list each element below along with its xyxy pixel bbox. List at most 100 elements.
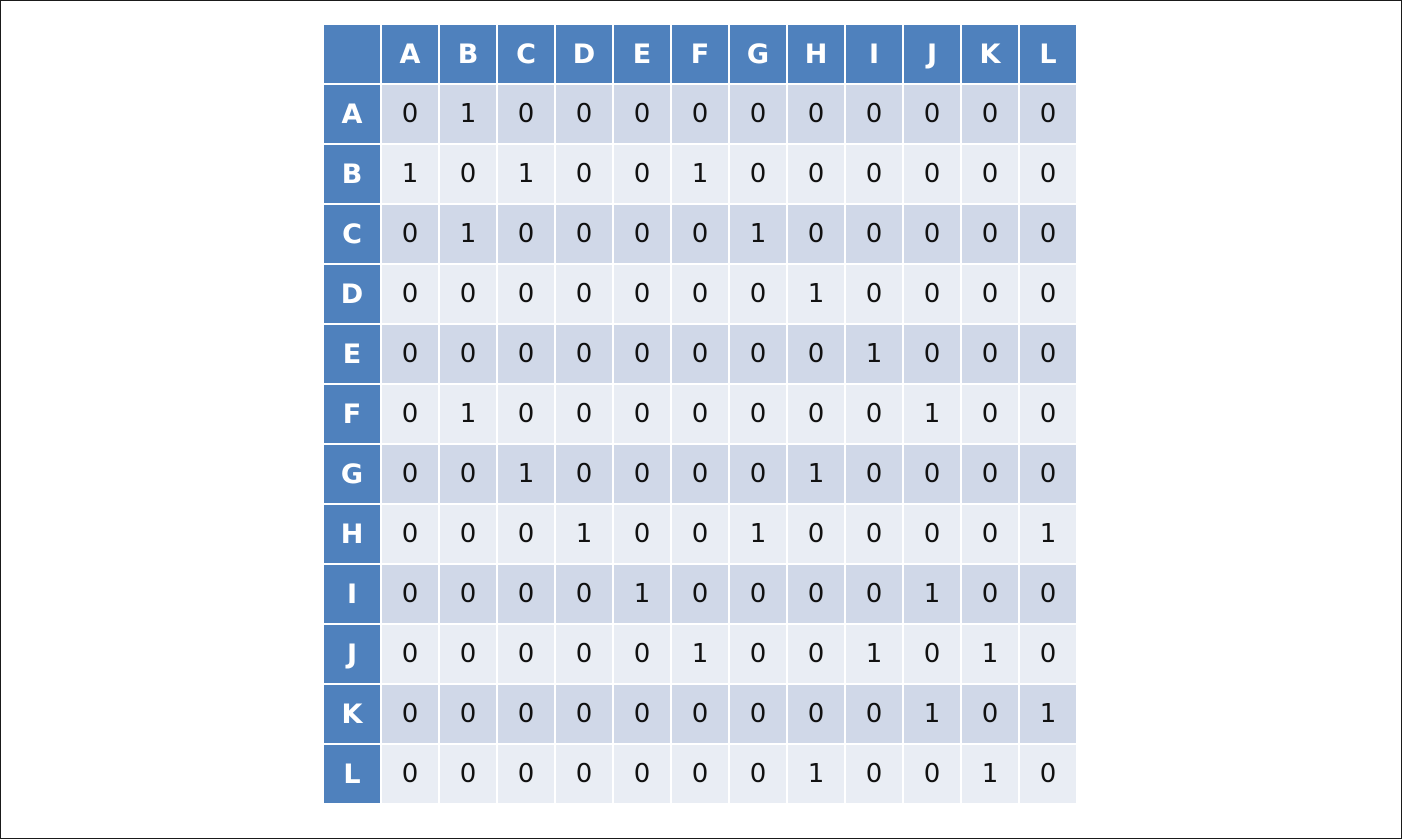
matrix-cell: 0 [498,505,554,563]
matrix-cell: 0 [962,445,1018,503]
matrix-cell: 0 [672,445,728,503]
matrix-cell: 1 [962,745,1018,803]
column-header-g: G [730,25,786,83]
column-header-f: F [672,25,728,83]
matrix-cell: 0 [788,625,844,683]
matrix-cell: 0 [440,445,496,503]
matrix-cell: 0 [730,265,786,323]
matrix-cell: 0 [382,685,438,743]
matrix-cell: 0 [904,265,960,323]
matrix-cell: 0 [1020,205,1076,263]
matrix-cell: 1 [498,445,554,503]
matrix-cell: 0 [382,625,438,683]
matrix-cell: 1 [1020,505,1076,563]
matrix-cell: 0 [382,325,438,383]
matrix-cell: 0 [498,85,554,143]
matrix-cell: 0 [556,685,612,743]
matrix-cell: 0 [672,85,728,143]
matrix-cell: 0 [382,445,438,503]
matrix-cell: 0 [730,445,786,503]
matrix-cell: 0 [846,85,902,143]
matrix-cell: 0 [614,745,670,803]
matrix-cell: 0 [788,205,844,263]
matrix-cell: 0 [730,325,786,383]
matrix-cell: 0 [788,565,844,623]
matrix-cell: 1 [672,145,728,203]
row-header-a: A [324,85,380,143]
matrix-cell: 0 [440,745,496,803]
matrix-cell: 0 [672,265,728,323]
matrix-cell: 1 [788,745,844,803]
matrix-cell: 0 [846,145,902,203]
matrix-cell: 0 [556,625,612,683]
matrix-cell: 0 [498,385,554,443]
matrix-cell: 0 [498,685,554,743]
matrix-cell: 0 [730,385,786,443]
matrix-cell: 0 [962,145,1018,203]
matrix-cell: 0 [382,565,438,623]
column-header-k: K [962,25,1018,83]
matrix-cell: 0 [614,325,670,383]
matrix-cell: 1 [788,265,844,323]
row-header-h: H [324,505,380,563]
matrix-cell: 1 [904,385,960,443]
matrix-cell: 0 [962,325,1018,383]
row-header-c: C [324,205,380,263]
matrix-cell: 1 [440,85,496,143]
matrix-cell: 0 [846,445,902,503]
matrix-cell: 0 [440,505,496,563]
matrix-cell: 0 [614,445,670,503]
column-header-i: I [846,25,902,83]
matrix-cell: 0 [498,325,554,383]
matrix-cell: 0 [498,625,554,683]
column-header-b: B [440,25,496,83]
matrix-cell: 1 [382,145,438,203]
matrix-cell: 0 [730,565,786,623]
matrix-cell: 0 [614,505,670,563]
matrix-cell: 0 [962,385,1018,443]
matrix-cell: 0 [962,505,1018,563]
matrix-cell: 0 [672,685,728,743]
column-header-a: A [382,25,438,83]
matrix-cell: 0 [382,265,438,323]
matrix-cell: 0 [846,505,902,563]
matrix-cell: 1 [1020,685,1076,743]
matrix-cell: 1 [846,625,902,683]
matrix-cell: 0 [614,625,670,683]
matrix-cell: 0 [672,325,728,383]
matrix-cell: 0 [614,205,670,263]
matrix-cell: 1 [556,505,612,563]
column-header-c: C [498,25,554,83]
matrix-cell: 0 [440,325,496,383]
matrix-cell: 0 [904,505,960,563]
matrix-cell: 1 [788,445,844,503]
matrix-cell: 0 [556,745,612,803]
row-header-b: B [324,145,380,203]
matrix-cell: 0 [556,565,612,623]
matrix-cell: 1 [730,205,786,263]
matrix-cell: 0 [440,265,496,323]
matrix-cell: 0 [672,505,728,563]
matrix-cell: 0 [1020,565,1076,623]
matrix-cell: 0 [904,205,960,263]
matrix-cell: 0 [382,505,438,563]
matrix-cell: 0 [440,685,496,743]
row-header-d: D [324,265,380,323]
column-header-d: D [556,25,612,83]
matrix-cell: 0 [498,205,554,263]
matrix-cell: 0 [1020,325,1076,383]
column-header-l: L [1020,25,1076,83]
matrix-cell: 0 [382,745,438,803]
matrix-cell: 0 [1020,265,1076,323]
matrix-cell: 1 [730,505,786,563]
matrix-cell: 0 [440,565,496,623]
matrix-cell: 0 [730,685,786,743]
